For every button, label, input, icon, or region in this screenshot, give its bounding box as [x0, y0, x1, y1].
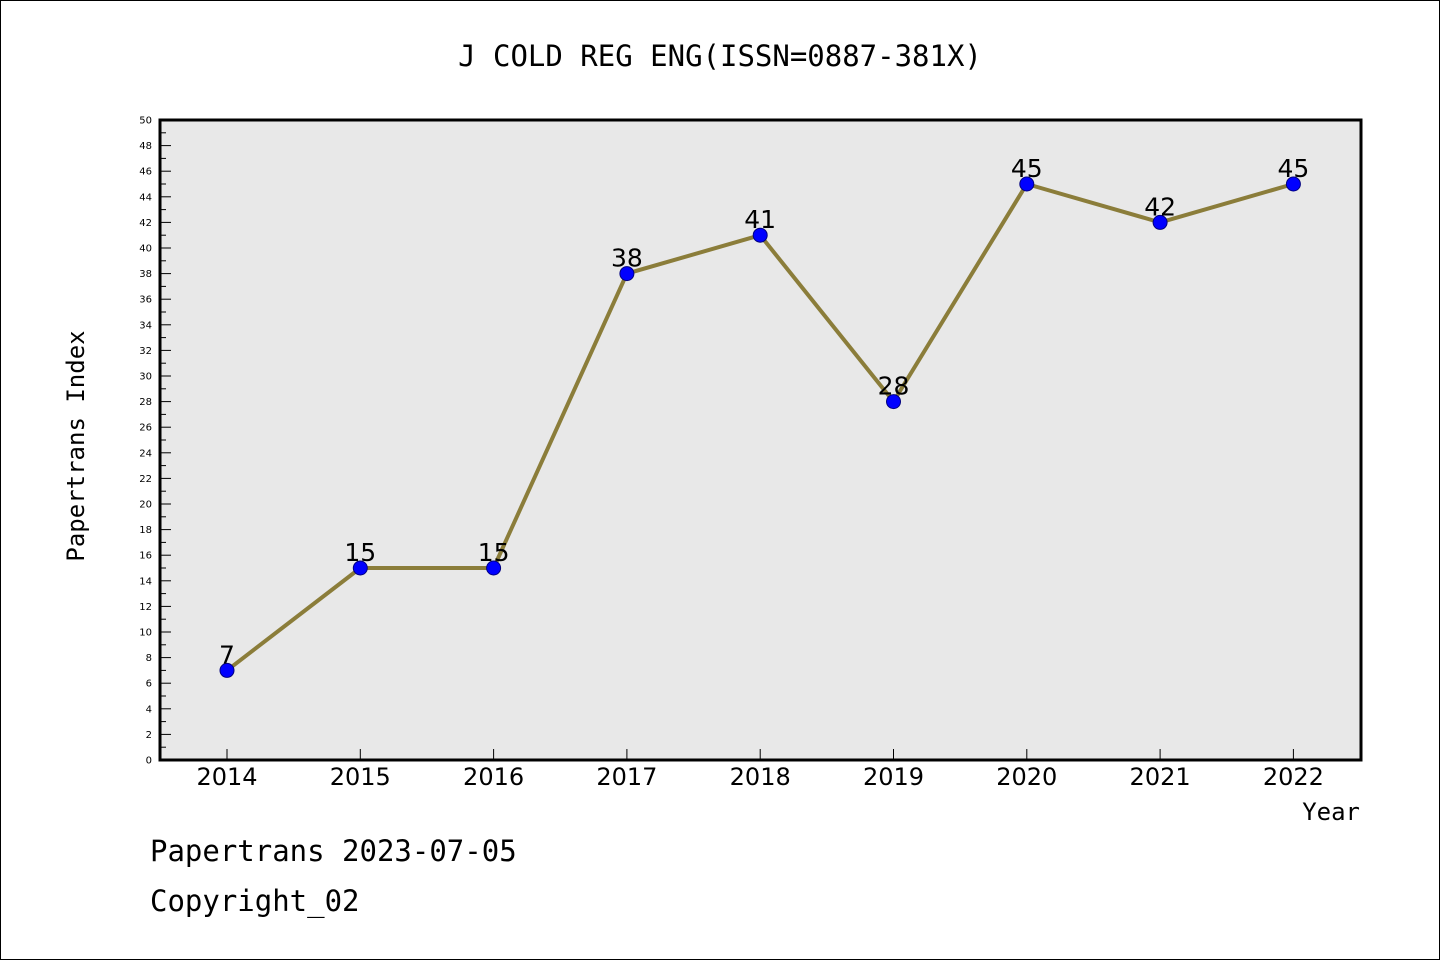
y-tick-label: 24 — [139, 448, 152, 459]
plot-border — [158, 118, 1363, 762]
data-point — [352, 560, 368, 576]
x-axis-ticks: 2014 2015 2016 2017 2018 2019 2020 2021 2022 — [196, 749, 1324, 791]
y-tick-label: 36 — [139, 295, 152, 306]
y-tick-label: 38 — [139, 269, 152, 280]
data-point — [1285, 176, 1301, 192]
y-tick-label: 20 — [139, 500, 152, 511]
y-axis-label: Papertrans Index — [62, 330, 90, 561]
chart-title: J COLD REG ENG(ISSN=0887-381X) — [458, 39, 982, 73]
x-tick-label: 2022 — [1263, 763, 1324, 791]
data-label: 7 — [219, 640, 235, 669]
y-tick-label: 8 — [146, 653, 152, 664]
x-tick-label: 2018 — [730, 763, 791, 791]
data-point — [886, 394, 901, 410]
data-point — [1152, 214, 1168, 230]
y-tick-label: 40 — [139, 244, 152, 255]
x-tick-label: 2014 — [196, 763, 257, 791]
x-tick-label: 2019 — [863, 763, 924, 791]
data-label: 41 — [744, 205, 776, 234]
data-labels: 7 15 15 38 41 28 45 42 45 — [219, 154, 1309, 669]
x-tick-label: 2020 — [996, 763, 1057, 791]
y-tick-label: 18 — [139, 525, 152, 536]
y-tick-label: 28 — [139, 397, 152, 408]
y-tick-label: 26 — [139, 423, 152, 434]
data-points — [219, 176, 1301, 678]
x-tick-label: 2016 — [463, 763, 524, 791]
data-label: 42 — [1144, 192, 1176, 221]
y-tick-label: 22 — [139, 474, 152, 485]
data-point — [486, 560, 502, 576]
data-label: 15 — [344, 538, 376, 567]
data-label: 38 — [611, 244, 643, 273]
y-tick-label: 48 — [139, 141, 152, 152]
y-tick-label: 0 — [146, 756, 152, 767]
y-tick-label: 44 — [139, 192, 152, 203]
data-point — [1019, 176, 1035, 192]
x-tick-label: 2021 — [1130, 763, 1191, 791]
data-label: 45 — [1011, 154, 1043, 183]
y-tick-label: 12 — [139, 602, 152, 613]
x-tick-label: 2017 — [596, 763, 657, 791]
y-tick-label: 16 — [139, 551, 152, 562]
data-point — [752, 227, 768, 243]
data-label: 45 — [1277, 154, 1309, 183]
y-tick-label: 34 — [139, 320, 152, 331]
y-tick-label: 2 — [146, 730, 152, 741]
x-tick-label: 2015 — [330, 763, 391, 791]
footer-source: Papertrans 2023-07-05 — [150, 834, 517, 868]
y-tick-label: 4 — [146, 704, 152, 715]
x-axis-label: Year — [1302, 798, 1360, 826]
data-point — [619, 266, 635, 282]
y-axis-ticks: 0246810121416182022242628303234363840424… — [139, 116, 171, 767]
y-tick-label: 14 — [139, 576, 152, 587]
y-tick-label: 46 — [139, 167, 152, 178]
y-tick-label: 50 — [139, 116, 152, 127]
data-label: 15 — [478, 538, 510, 567]
y-tick-label: 10 — [139, 628, 152, 639]
y-tick-label: 30 — [139, 372, 152, 383]
data-label: 28 — [878, 372, 910, 401]
y-tick-label: 42 — [139, 218, 152, 229]
y-tick-label: 6 — [146, 679, 152, 690]
y-tick-label: 32 — [139, 346, 152, 357]
data-point — [219, 662, 235, 678]
footer-copyright: Copyright_02 — [150, 884, 360, 918]
